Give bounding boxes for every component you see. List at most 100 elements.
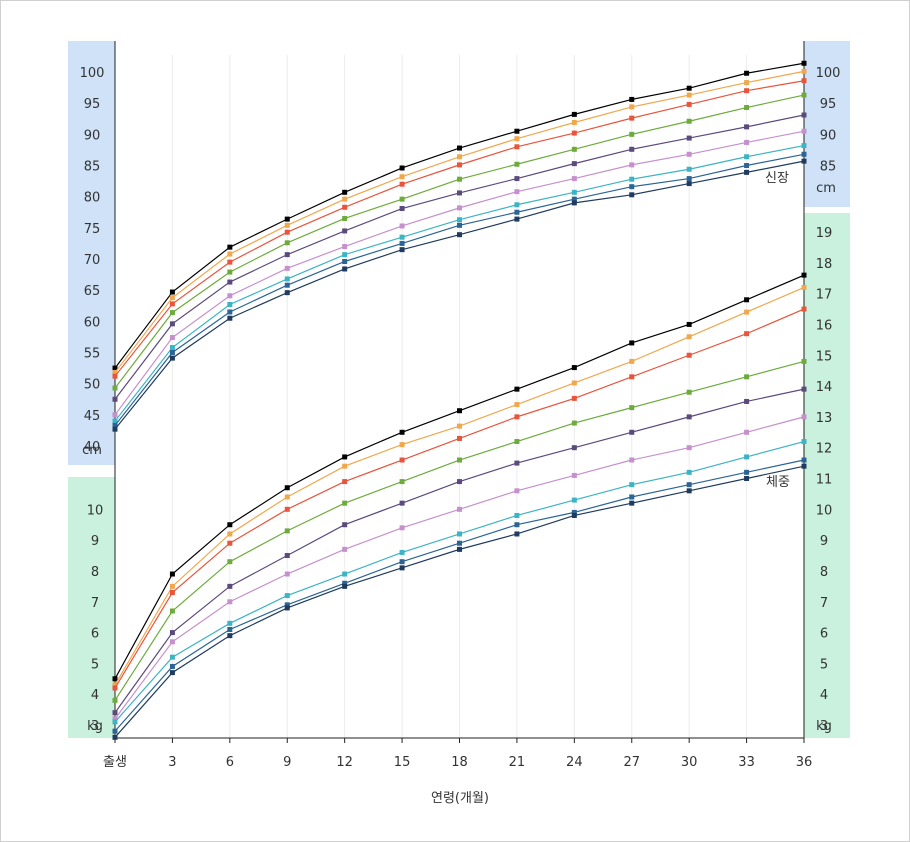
height-tick-right: 85: [820, 160, 837, 175]
height-series-point: [457, 232, 462, 238]
height-unit-right: cm: [816, 181, 836, 196]
weight-series-point: [744, 476, 750, 481]
height-series-point: [571, 161, 577, 167]
weight-series-point: [457, 435, 462, 441]
height-tick-left: 80: [84, 191, 101, 206]
weight-series-point: [169, 639, 175, 645]
weight-series-point: [514, 414, 520, 420]
x-tick-label: 36: [796, 755, 813, 770]
height-series-point: [801, 158, 807, 164]
weight-series-point: [457, 531, 462, 537]
weight-series-point: [457, 546, 462, 552]
weight-series-point: [169, 583, 175, 589]
height-axis-band-right: [804, 41, 850, 207]
height-series-point: [112, 422, 118, 428]
height-series-point: [571, 111, 577, 117]
height-series-point: [227, 279, 233, 285]
weight-series-point: [169, 571, 175, 577]
height-series-point: [399, 240, 405, 246]
weight-tick-right: 16: [816, 318, 833, 333]
weight-series-point: [399, 429, 405, 435]
weight-tick-right: 6: [820, 627, 828, 642]
weight-series-point: [744, 429, 750, 435]
weight-series-point: [399, 525, 405, 531]
height-series-point: [399, 165, 405, 171]
height-series-point: [686, 101, 692, 107]
height-series-point: [571, 196, 577, 202]
weight-series-point: [686, 389, 692, 395]
weight-series-point: [457, 479, 462, 485]
weight-series-point: [284, 485, 290, 491]
weight-series-point: [514, 386, 520, 392]
height-tick-left: 85: [84, 160, 101, 175]
weight-series-point: [629, 500, 635, 506]
weight-series-point: [801, 463, 807, 469]
weight-series-point: [571, 380, 577, 386]
weight-series-point: [112, 697, 118, 703]
height-series-point: [399, 196, 405, 202]
weight-series-point: [284, 553, 290, 559]
x-tick-label: 33: [738, 755, 755, 770]
height-tick-left: 45: [84, 409, 101, 424]
weight-series-point: [227, 540, 233, 546]
height-series-point: [686, 151, 692, 157]
weight-series-point: [686, 482, 692, 488]
height-series-point: [284, 265, 290, 271]
height-series-point: [169, 350, 175, 355]
height-series-point: [629, 104, 635, 110]
weight-series-point: [457, 423, 462, 429]
height-series-point: [342, 189, 348, 195]
weight-series-point: [629, 482, 635, 488]
height-series-point: [227, 293, 233, 299]
height-series-point: [514, 216, 520, 222]
height-tick-right: 100: [816, 66, 841, 81]
weight-series-point: [112, 682, 118, 688]
weight-tick-right: 5: [820, 657, 828, 672]
weight-series-point: [514, 512, 520, 518]
height-tick-left: 90: [84, 128, 101, 143]
height-series-point: [629, 96, 635, 102]
height-tick-left: 95: [84, 97, 101, 112]
weight-tick-right: 13: [816, 411, 833, 426]
weight-series-point: [227, 633, 233, 639]
height-series-point: [514, 189, 520, 195]
height-series-point: [457, 217, 462, 223]
height-series-point: [227, 309, 233, 315]
weight-series-point: [227, 559, 233, 565]
weight-series-point: [169, 608, 175, 614]
height-series-point: [112, 385, 118, 391]
height-series-point: [169, 310, 175, 316]
height-series-point: [457, 222, 462, 228]
height-series-point: [801, 151, 807, 157]
height-series-point: [744, 124, 750, 130]
height-series-point: [342, 252, 348, 258]
weight-series-label: 체중: [766, 475, 790, 490]
height-series-point: [284, 222, 290, 228]
weight-series-point: [629, 374, 635, 380]
weight-series-point: [744, 309, 750, 315]
weight-tick-left: 3: [91, 719, 99, 734]
x-tick-label: 출생: [103, 755, 127, 770]
height-series-point: [514, 128, 520, 134]
weight-series-point: [399, 565, 405, 571]
weight-series-point: [744, 454, 750, 460]
weight-series-point: [112, 685, 118, 691]
height-series-point: [744, 80, 750, 86]
height-series-point: [399, 206, 405, 212]
weight-series-point: [571, 395, 577, 401]
height-series-point: [514, 144, 520, 150]
weight-tick-right: 12: [816, 442, 833, 457]
height-series-point: [342, 228, 348, 234]
height-series-point: [399, 174, 405, 180]
height-series-point: [629, 115, 635, 121]
weight-series-point: [629, 457, 635, 463]
weight-series-point: [629, 405, 635, 411]
weight-series-point: [801, 457, 807, 463]
weight-series-point: [571, 497, 577, 503]
weight-series-point: [571, 512, 577, 518]
weight-series-point: [399, 559, 405, 565]
height-series-point: [686, 92, 692, 98]
height-series-point: [284, 216, 290, 222]
weight-tick-right: 15: [816, 349, 833, 364]
